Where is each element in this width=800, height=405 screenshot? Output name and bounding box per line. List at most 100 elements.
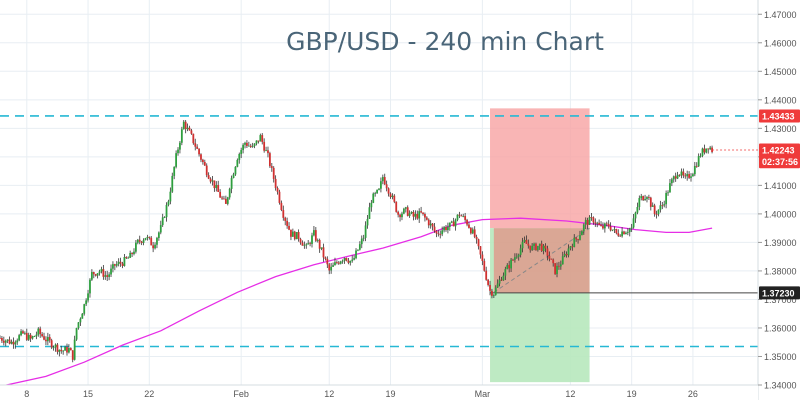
candle-body	[27, 334, 30, 340]
candle-body	[6, 339, 9, 341]
candle-body	[75, 328, 78, 340]
candle-body	[29, 334, 32, 339]
candle-body	[661, 205, 664, 207]
candle-body	[395, 201, 398, 212]
candle-body	[186, 127, 189, 130]
candle-body	[686, 174, 689, 177]
candle-body	[62, 350, 65, 352]
candle-body	[217, 184, 220, 192]
candle-body	[514, 257, 516, 260]
candle-body	[20, 331, 22, 336]
y-tick-label: 1.46000	[764, 38, 797, 48]
candle-body	[523, 239, 526, 242]
candle-body	[223, 198, 225, 200]
candle-body	[517, 254, 520, 257]
candle-body	[695, 165, 698, 167]
candle-body	[326, 258, 329, 265]
candle-body	[360, 238, 363, 245]
candle-body	[636, 207, 639, 213]
level-price-tag[interactable]: 1.43433	[762, 111, 795, 121]
level-price-tag-bg[interactable]	[759, 109, 800, 123]
candle-body	[276, 188, 279, 192]
candle-body	[159, 225, 162, 233]
candle-body	[579, 235, 581, 240]
candle-body	[39, 328, 42, 335]
candle-body	[445, 227, 447, 231]
candle-body	[709, 147, 712, 150]
candle-body	[251, 146, 254, 147]
candle-body	[626, 232, 629, 233]
candle-body	[297, 232, 300, 239]
entry-price-tag[interactable]: 1.37230	[762, 288, 795, 298]
candle-body	[665, 192, 668, 205]
candle-body	[157, 232, 160, 238]
candle-body	[60, 349, 63, 352]
candle-body	[527, 243, 530, 246]
candle-body	[387, 188, 390, 194]
x-tick-label: 19	[385, 389, 395, 399]
candle-body	[188, 127, 191, 131]
candle-body	[335, 262, 338, 264]
candle-body	[115, 264, 118, 266]
candle-body	[542, 245, 545, 252]
candle-body	[184, 121, 187, 130]
candle-body	[598, 222, 601, 225]
candle-body	[483, 260, 486, 271]
candle-body	[278, 191, 281, 203]
candle-body	[318, 240, 321, 249]
candle-body	[343, 257, 346, 261]
candle-body	[391, 195, 394, 197]
candle-body	[288, 225, 290, 230]
x-tick-label: 8	[24, 389, 29, 399]
candle-body	[163, 217, 166, 218]
candle-body	[399, 214, 401, 218]
candle-body	[460, 215, 463, 217]
candle-body	[672, 176, 675, 180]
candle-body	[674, 176, 677, 179]
candle-body	[364, 225, 367, 238]
candle-body	[647, 197, 650, 198]
stop-loss-zone[interactable]	[490, 108, 590, 229]
current-price-tag-bg[interactable]	[759, 143, 800, 157]
candle-body	[198, 148, 200, 155]
current-price-tag[interactable]: 1.42243	[762, 146, 795, 156]
candle-body	[96, 273, 99, 276]
candle-body	[272, 167, 275, 179]
candle-body	[156, 237, 158, 245]
candle-body	[104, 275, 107, 277]
candle-body	[401, 213, 403, 218]
x-tick-label: 19	[627, 389, 637, 399]
candle-body	[136, 239, 139, 243]
candle-body	[422, 212, 424, 214]
candle-body	[37, 328, 40, 335]
candle-body	[112, 264, 114, 269]
candle-body	[305, 244, 308, 246]
candle-body	[236, 159, 239, 167]
candle-body	[265, 150, 267, 152]
candle-body	[357, 249, 359, 251]
candle-body	[596, 222, 599, 224]
candle-body	[602, 225, 604, 229]
candle-body	[368, 207, 371, 219]
candles	[0, 119, 713, 363]
trend-line[interactable]	[493, 227, 590, 293]
candle-body	[613, 229, 616, 230]
entry-price-tag-bg[interactable]	[759, 286, 800, 300]
candle-body	[701, 148, 704, 156]
candle-body	[515, 256, 518, 258]
candle-body	[35, 334, 38, 337]
candle-body	[552, 259, 555, 264]
candle-body	[420, 211, 423, 213]
candle-body	[68, 348, 70, 353]
candle-body	[676, 174, 679, 179]
candle-body	[148, 236, 151, 238]
candle-body	[81, 313, 84, 319]
candle-body	[316, 240, 319, 241]
candle-body	[83, 304, 86, 314]
candle-body	[274, 178, 277, 189]
candle-body	[454, 219, 457, 227]
candle-body	[100, 269, 103, 272]
candle-body	[282, 210, 285, 218]
candle-body	[634, 212, 637, 219]
position-tool[interactable]	[490, 108, 758, 383]
